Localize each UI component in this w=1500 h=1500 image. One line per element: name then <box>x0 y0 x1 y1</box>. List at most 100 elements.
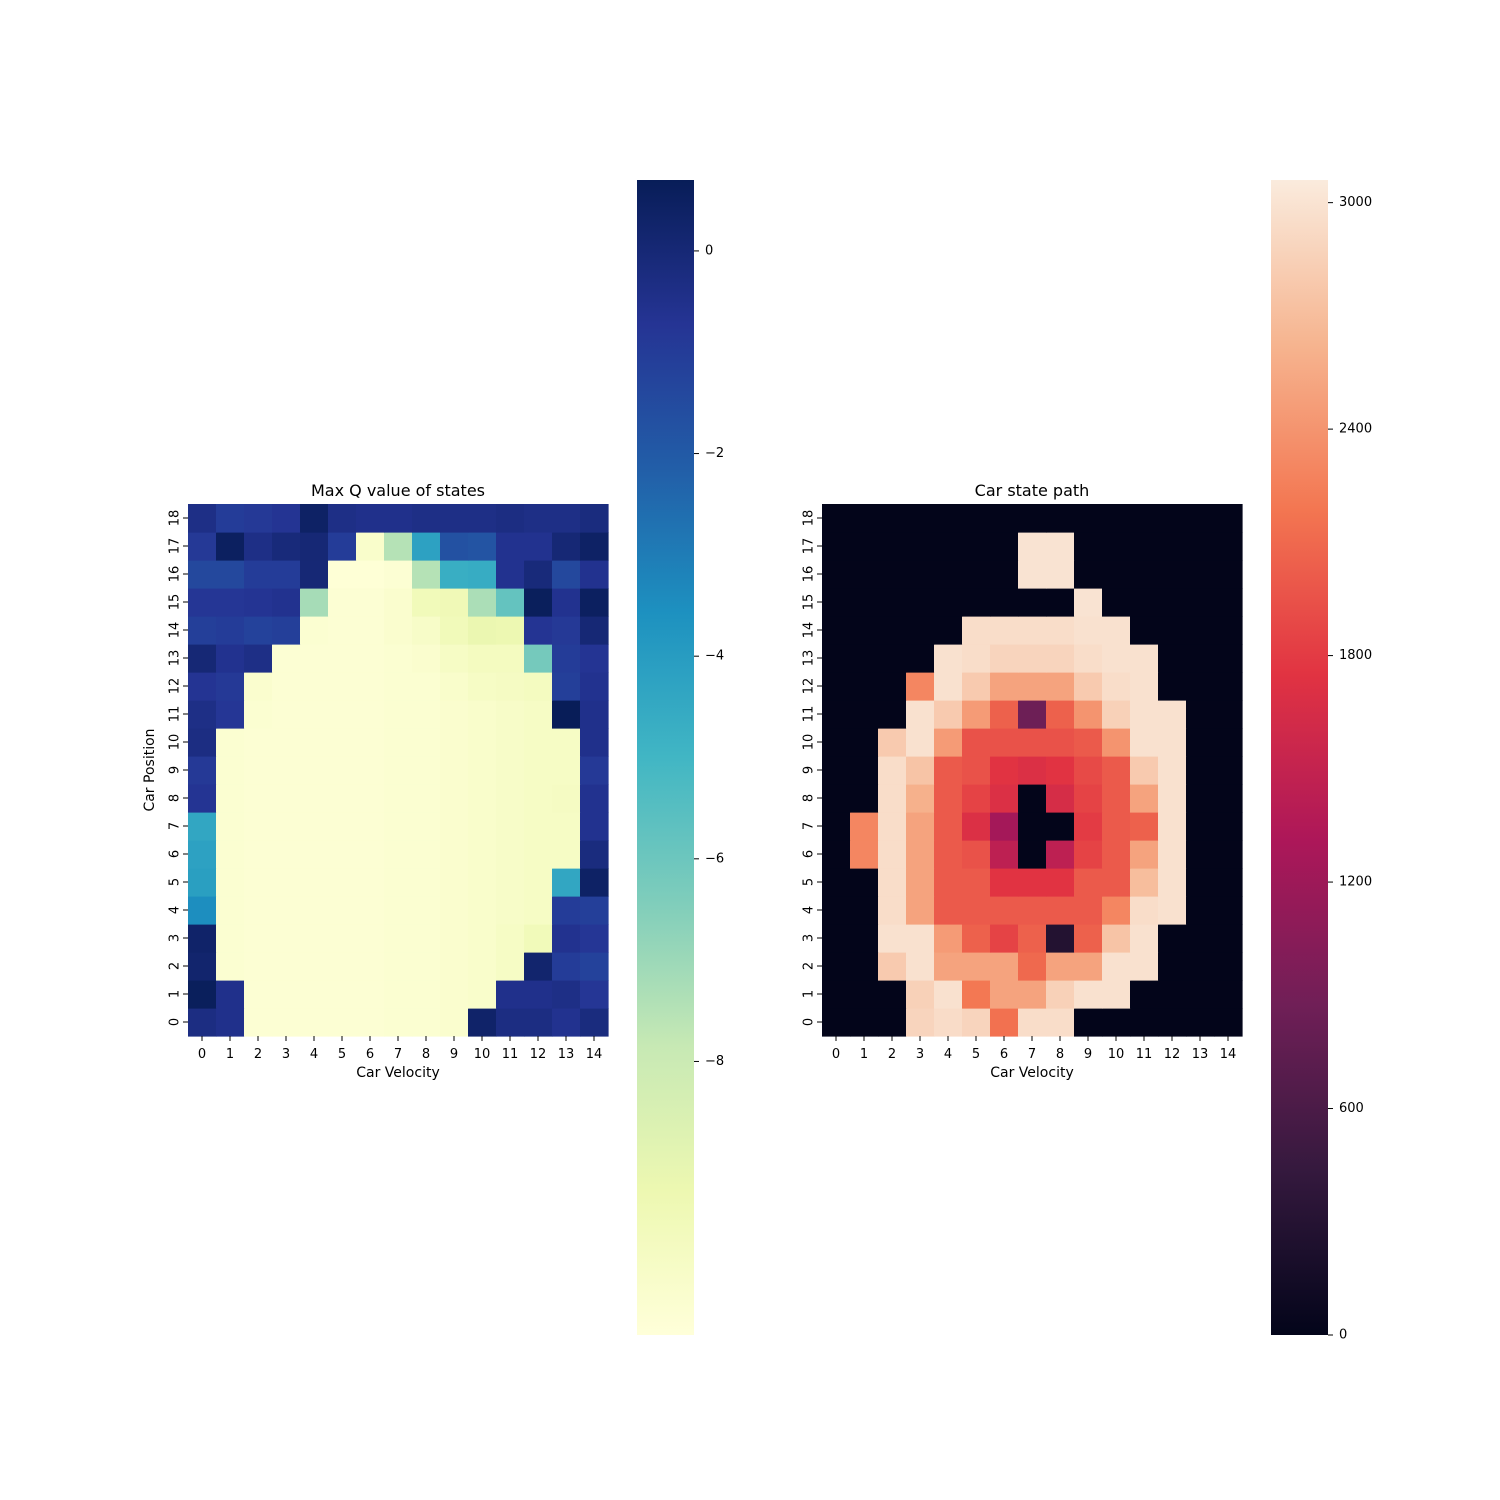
heatmap-cell <box>216 644 245 673</box>
heatmap-cell <box>356 924 385 953</box>
heatmap-cell <box>878 644 907 673</box>
heatmap-cell <box>552 700 581 729</box>
heatmap-cell <box>440 840 469 869</box>
heatmap-cell <box>580 840 609 869</box>
heatmap-cell <box>850 784 879 813</box>
x-tick-label: 14 <box>1220 1047 1237 1062</box>
heatmap-cell <box>962 756 991 785</box>
heatmap-cell <box>552 588 581 617</box>
heatmap-cell <box>934 644 963 673</box>
heatmap-cell <box>850 896 879 925</box>
x-tick-label: 5 <box>972 1047 980 1062</box>
heatmap-cell <box>1102 840 1131 869</box>
heatmap-cell <box>300 1008 329 1037</box>
heatmap-cell <box>356 560 385 589</box>
heatmap-cell <box>1074 616 1103 645</box>
heatmap-cell <box>356 840 385 869</box>
heatmap-cell <box>1186 812 1215 841</box>
heatmap-cell <box>496 728 525 757</box>
heatmap-cell <box>384 896 413 925</box>
x-tick-label: 9 <box>1084 1047 1092 1062</box>
heatmap-cell <box>878 616 907 645</box>
heatmap-cell <box>328 784 357 813</box>
heatmap-cell <box>1046 700 1075 729</box>
heatmap-cell <box>440 896 469 925</box>
heatmap-cell <box>524 840 553 869</box>
heatmap-cell <box>1158 588 1187 617</box>
heatmap-cell <box>934 616 963 645</box>
heatmap-cell <box>1186 588 1215 617</box>
heatmap-cell <box>300 532 329 561</box>
heatmap-cell <box>1186 952 1215 981</box>
heatmap-cell <box>1186 560 1215 589</box>
heatmap-cell <box>272 616 301 645</box>
x-tick-label: 1 <box>226 1047 234 1062</box>
heatmap-cell <box>496 700 525 729</box>
heatmap-cell <box>188 616 217 645</box>
heatmap-cell <box>552 1008 581 1037</box>
x-tick-label: 0 <box>198 1047 206 1062</box>
y-axis-title: Car Position <box>142 728 158 811</box>
heatmap-cell <box>1214 700 1243 729</box>
heatmap-cell <box>878 504 907 533</box>
heatmap-cell <box>1102 756 1131 785</box>
heatmap-cell <box>850 504 879 533</box>
heatmap-cell <box>216 700 245 729</box>
heatmap-cell <box>990 784 1019 813</box>
heatmap-cell <box>188 504 217 533</box>
heatmap-cell <box>300 644 329 673</box>
heatmap-cell <box>300 560 329 589</box>
heatmap-cell <box>384 588 413 617</box>
heatmap-cell <box>496 952 525 981</box>
heatmap-cell <box>328 756 357 785</box>
heatmap-cell <box>1186 980 1215 1009</box>
heatmap-cell <box>1102 952 1131 981</box>
heatmap-cell <box>1102 980 1131 1009</box>
heatmap-cell <box>1074 840 1103 869</box>
heatmap-cell <box>1186 616 1215 645</box>
heatmap-cell <box>328 840 357 869</box>
heatmap-cell <box>906 588 935 617</box>
heatmap-cell <box>300 588 329 617</box>
heatmap-cell <box>850 840 879 869</box>
heatmap-cell <box>272 924 301 953</box>
heatmap-cell <box>1158 840 1187 869</box>
heatmap-cell <box>328 728 357 757</box>
heatmap-cell <box>906 1008 935 1037</box>
heatmap-cell <box>906 560 935 589</box>
heatmap-cell <box>440 644 469 673</box>
heatmap-cell <box>934 756 963 785</box>
heatmap-cell <box>412 756 441 785</box>
heatmap-cell <box>850 868 879 897</box>
heatmap-cell <box>822 924 851 953</box>
colorbar-tick-label: 1200 <box>1339 875 1372 890</box>
heatmap-cell <box>216 756 245 785</box>
heatmap-cell <box>272 504 301 533</box>
heatmap-cell <box>244 784 273 813</box>
heatmap-cell <box>962 504 991 533</box>
x-tick-label: 12 <box>530 1047 547 1062</box>
heatmap-cell <box>412 588 441 617</box>
heatmap-cell <box>990 672 1019 701</box>
x-tick-label: 5 <box>338 1047 346 1062</box>
heatmap-cell <box>496 896 525 925</box>
heatmap-cell <box>906 616 935 645</box>
heatmap-cell <box>328 616 357 645</box>
heatmap-cell <box>244 756 273 785</box>
y-tick-label: 0 <box>802 1018 817 1026</box>
heatmap-cell <box>906 644 935 673</box>
heatmap-cell <box>1018 840 1047 869</box>
heatmap-cell <box>1186 896 1215 925</box>
heatmap-cell <box>552 812 581 841</box>
heatmap-cell <box>552 560 581 589</box>
heatmap-cell <box>850 952 879 981</box>
heatmap-cell <box>1214 560 1243 589</box>
x-tick-label: 1 <box>860 1047 868 1062</box>
y-tick-label: 5 <box>168 878 183 886</box>
heatmap-cell <box>412 616 441 645</box>
heatmap-cell <box>906 504 935 533</box>
heatmap-cell <box>328 504 357 533</box>
heatmap-cell <box>822 756 851 785</box>
heatmap-cell <box>1074 644 1103 673</box>
y-tick-label: 12 <box>168 678 183 695</box>
